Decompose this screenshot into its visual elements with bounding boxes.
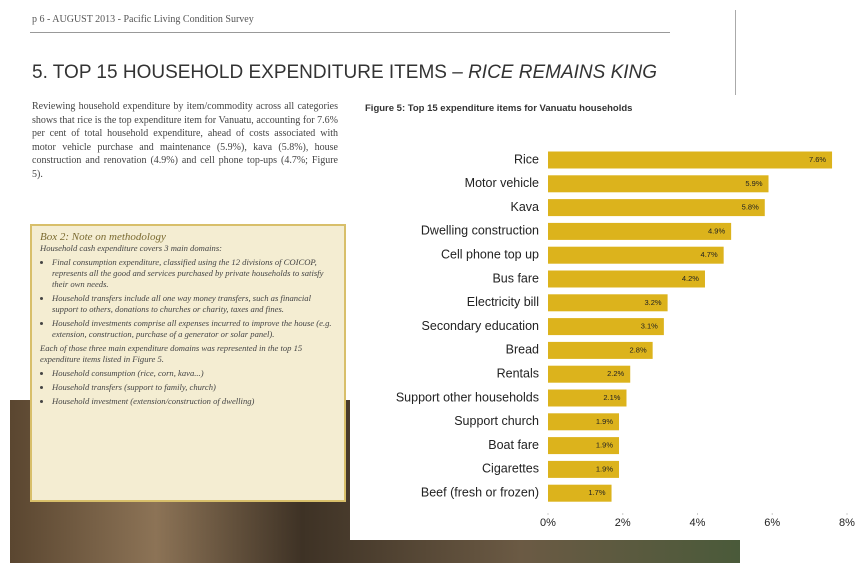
bar (548, 413, 620, 431)
example: Household consumption (rice, corn, kava.… (52, 368, 336, 379)
value-label: 1.9% (596, 441, 613, 450)
category-label: Rentals (497, 366, 539, 380)
bar (548, 389, 627, 407)
chart-title: Figure 5: Top 15 expenditure items for V… (365, 103, 633, 114)
bar (548, 294, 668, 312)
category-label: Cell phone top up (441, 247, 539, 261)
value-label: 1.9% (596, 464, 613, 473)
bar (548, 460, 620, 478)
bar (548, 175, 769, 193)
value-label: 3.1% (641, 322, 658, 331)
category-label: Support other households (396, 390, 539, 404)
value-label: 4.2% (682, 274, 699, 283)
value-label: 4.7% (701, 250, 718, 259)
page-header: p 6 - AUGUST 2013 - Pacific Living Condi… (32, 14, 254, 25)
x-tick-label: 6% (764, 517, 780, 529)
chart: 0% 2% 4% 6% 8% Rice 7.6% Motor vehicle 5.9% Kava 5… (396, 151, 855, 529)
bar (548, 246, 724, 264)
value-label: 1.9% (596, 417, 613, 426)
box-intro: Household cash expenditure covers 3 main… (40, 243, 223, 253)
value-label: 2.1% (603, 393, 620, 402)
category-label: Secondary education (422, 319, 539, 333)
value-label: 5.8% (742, 203, 759, 212)
box-note: Each of those three main expenditure dom… (40, 343, 303, 364)
box-bullets: Final consumption expenditure, classifie… (40, 257, 336, 340)
category-label: Electricity bill (467, 295, 539, 309)
bar (548, 484, 612, 502)
category-label: Bread (506, 343, 539, 357)
section-title: 5. TOP 15 HOUSEHOLD EXPENDITURE ITEMS – … (32, 62, 657, 84)
bar (548, 365, 631, 383)
bullet: Final consumption expenditure, classifie… (52, 257, 336, 290)
category-label: Beef (fresh or frozen) (421, 485, 539, 499)
bar (548, 222, 732, 240)
bullet: Household transfers include all one way … (52, 293, 336, 315)
bar (548, 270, 705, 288)
category-label: Motor vehicle (465, 176, 539, 190)
category-label: Boat fare (488, 438, 539, 452)
box-examples: Household consumption (rice, corn, kava.… (40, 368, 336, 407)
title-main: 5. TOP 15 HOUSEHOLD EXPENDITURE ITEMS – (32, 62, 469, 83)
value-label: 4.9% (708, 226, 725, 235)
value-label: 2.2% (607, 369, 624, 378)
title-emphasis: RICE REMAINS KING (468, 62, 658, 83)
x-tick-label: 8% (839, 517, 855, 529)
x-tick-label: 4% (690, 517, 706, 529)
header-rule (30, 32, 670, 33)
value-label: 3.2% (644, 298, 661, 307)
bar (548, 151, 833, 169)
x-tick-label: 0% (540, 517, 556, 529)
category-label: Rice (514, 152, 539, 166)
value-label: 7.6% (809, 155, 826, 164)
bullet: Household investments comprise all expen… (52, 318, 336, 340)
category-label: Kava (511, 200, 540, 214)
value-label: 1.7% (588, 488, 605, 497)
example: Household transfers (support to family, … (52, 382, 336, 393)
value-label: 2.8% (630, 345, 647, 354)
bar (548, 318, 664, 336)
method-box: Box 2: Note on methodology Household cas… (30, 224, 346, 502)
category-label: Dwelling construction (421, 224, 539, 238)
bar (548, 437, 620, 455)
paragraph: Reviewing household expenditure by item/… (32, 101, 338, 180)
bar (548, 199, 765, 217)
bar (548, 341, 653, 359)
category-label: Support church (454, 414, 539, 428)
category-label: Cigarettes (482, 462, 539, 476)
category-label: Bus fare (492, 271, 539, 285)
x-tick-label: 2% (615, 517, 631, 529)
box-title: Box 2: Note on methodology (40, 231, 166, 243)
value-label: 5.9% (745, 179, 762, 188)
example: Household investment (extension/construc… (52, 396, 336, 407)
